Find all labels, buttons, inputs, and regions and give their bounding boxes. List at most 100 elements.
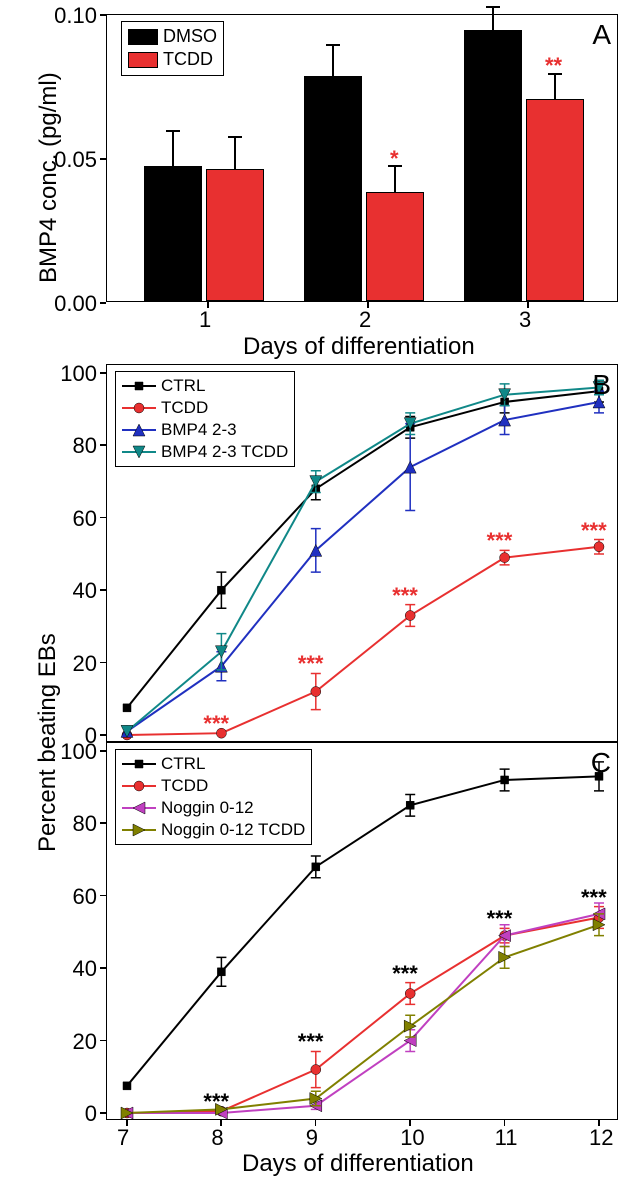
legend-item: TCDD <box>122 397 288 419</box>
panel-a-legend: DMSOTCDD <box>121 21 224 76</box>
panel-a-ylabel: BMP4 conc. (pg/ml) <box>35 72 63 283</box>
legend-item: BMP4 2-3 <box>122 419 288 441</box>
panel-c-ytick-label: 60 <box>57 884 97 910</box>
panel-b-significance: *** <box>581 518 607 544</box>
legend-label: DMSO <box>163 25 217 48</box>
panel-c-line <box>127 925 599 1113</box>
panel-a-bar <box>206 169 264 301</box>
panel-a-xtick-label: 2 <box>359 307 371 333</box>
panel-c-line <box>127 918 599 1113</box>
panel-a-ytick <box>100 302 106 304</box>
panel-c: C020406080100789101112***************CTR… <box>106 742 618 1120</box>
legend-marker-icon <box>122 378 156 394</box>
legend-label: CTRL <box>161 375 205 397</box>
panel-b-label: B <box>592 369 611 401</box>
panel-a-bar <box>366 192 424 301</box>
panel-a-significance: * <box>390 146 399 172</box>
panel-c-xtick-label: 11 <box>495 1125 518 1151</box>
panel-a-bar <box>144 166 202 301</box>
panel-a-errorbar <box>234 137 236 169</box>
panel-a-ytick <box>100 14 106 16</box>
legend-marker-icon <box>122 800 156 816</box>
panel-c-significance: *** <box>392 961 418 987</box>
panel-c-xtick-label: 12 <box>589 1125 613 1151</box>
panel-a-bar <box>304 76 362 301</box>
legend-label: Noggin 0-12 TCDD <box>161 819 305 841</box>
legend-marker-icon <box>122 400 156 416</box>
panel-a-errorbar <box>492 7 494 30</box>
legend-label: TCDD <box>163 48 213 71</box>
panel-c-significance: *** <box>203 1089 229 1115</box>
legend-marker-icon <box>122 756 156 772</box>
legend-item: TCDD <box>122 775 305 797</box>
panel-b-ytick <box>100 662 106 664</box>
panel-b-ytick-label: 100 <box>57 361 97 387</box>
panel-c-xtick-label: 8 <box>211 1125 223 1151</box>
panel-a-ytick-label: 0.00 <box>43 291 97 317</box>
panel-a: A0.000.050.10BMP4 conc. (pg/ml)123***Day… <box>106 14 618 302</box>
legend-swatch-icon <box>128 52 158 68</box>
panel-c-ytick <box>100 895 106 897</box>
panel-b-significance: *** <box>487 528 513 554</box>
legend-item: TCDD <box>128 48 217 71</box>
panel-c-ytick-label: 40 <box>57 956 97 982</box>
panel-a-significance: ** <box>545 53 562 79</box>
panel-b-significance: *** <box>298 651 324 677</box>
panel-c-ytick <box>100 967 106 969</box>
panel-c-xtick-label: 7 <box>117 1125 129 1151</box>
panel-b-ytick <box>100 444 106 446</box>
panel-a-errorbar <box>172 131 174 166</box>
panel-a-xtick-label: 3 <box>519 307 531 333</box>
legend-marker-icon <box>122 778 156 794</box>
panel-b-ytick-label: 80 <box>57 433 97 459</box>
panel-c-xlabel: Days of differentiation <box>242 1150 474 1178</box>
panel-b-ytick-label: 20 <box>57 651 97 677</box>
panel-c-significance: *** <box>581 885 607 911</box>
panel-a-xtick-label: 1 <box>199 307 211 333</box>
panel-b-legend: CTRLTCDDBMP4 2-3BMP4 2-3 TCDD <box>115 371 295 467</box>
panel-b-significance: *** <box>392 583 418 609</box>
figure-container: A0.000.050.10BMP4 conc. (pg/ml)123***Day… <box>10 10 624 1182</box>
legend-item: BMP4 2-3 TCDD <box>122 441 288 463</box>
legend-marker-icon <box>122 822 156 838</box>
panel-c-ytick-label: 100 <box>57 739 97 765</box>
legend-swatch-icon <box>128 29 158 45</box>
panel-b-ytick <box>100 734 106 736</box>
panel-c-xtick-label: 9 <box>306 1125 318 1151</box>
panel-c-ytick <box>100 1040 106 1042</box>
legend-label: Noggin 0-12 <box>161 797 254 819</box>
legend-marker-icon <box>122 422 156 438</box>
panel-b: B020406080100***************CTRLTCDDBMP4… <box>106 364 618 742</box>
panel-c-ytick <box>100 1112 106 1114</box>
panel-c-ytick-label: 80 <box>57 811 97 837</box>
panel-b-ytick <box>100 589 106 591</box>
panel-c-xtick-label: 10 <box>400 1125 424 1151</box>
legend-item: Noggin 0-12 TCDD <box>122 819 305 841</box>
panel-c-label: C <box>591 747 611 779</box>
panel-b-significance: *** <box>203 711 229 737</box>
legend-item: CTRL <box>122 753 305 775</box>
legend-label: BMP4 2-3 TCDD <box>161 441 288 463</box>
legend-item: DMSO <box>128 25 217 48</box>
panel-a-ytick <box>100 158 106 160</box>
legend-label: TCDD <box>161 397 208 419</box>
panel-c-legend: CTRLTCDDNoggin 0-12Noggin 0-12 TCDD <box>115 749 312 845</box>
legend-label: CTRL <box>161 753 205 775</box>
panel-c-significance: *** <box>487 906 513 932</box>
panel-c-line <box>127 914 599 1113</box>
legend-marker-icon <box>122 444 156 460</box>
panel-c-ytick-label: 0 <box>57 1101 97 1127</box>
legend-label: TCDD <box>161 775 208 797</box>
panel-a-bar <box>526 99 584 301</box>
panel-b-ytick <box>100 517 106 519</box>
panel-c-ytick <box>100 750 106 752</box>
panel-c-significance: *** <box>298 1029 324 1055</box>
legend-item: Noggin 0-12 <box>122 797 305 819</box>
panel-b-line <box>127 547 599 735</box>
panel-b-ytick-label: 60 <box>57 506 97 532</box>
panel-b-ytick <box>100 372 106 374</box>
panel-c-ytick <box>100 822 106 824</box>
panel-a-label: A <box>592 19 611 51</box>
panel-a-bar <box>464 30 522 301</box>
panel-a-ytick-label: 0.10 <box>43 3 97 29</box>
